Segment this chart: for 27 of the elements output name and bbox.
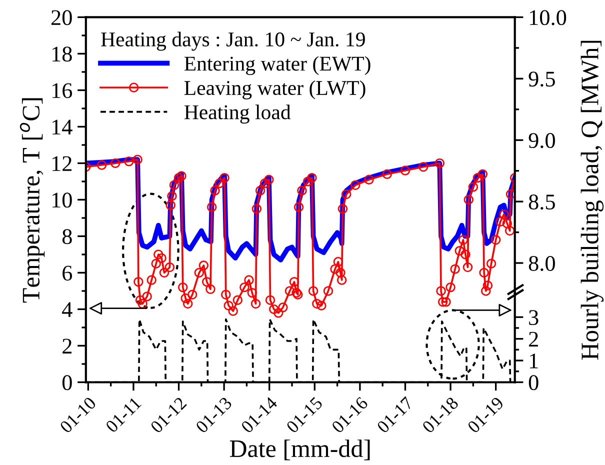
legend-title: Heating days : Jan. 10 ~ Jan. 19 xyxy=(101,32,365,51)
y2-axis-title: Hourly building load, Q [MWh] xyxy=(580,40,604,360)
y3-tick-label: 8.0 xyxy=(528,256,555,272)
y-tick-label: 18 xyxy=(52,46,72,62)
y-tick-label: 2 xyxy=(62,338,72,354)
y-tick-label: 20 xyxy=(51,10,72,26)
y3-tick-label: 10.0 xyxy=(530,10,566,26)
x-axis-title: Date [mm-dd] xyxy=(230,440,370,460)
y-tick-label: 4 xyxy=(62,302,72,317)
legend-label: Leaving water (LWT) xyxy=(184,80,366,100)
y-tick-label: 12 xyxy=(52,156,72,171)
legend-label: Heating load xyxy=(184,104,291,124)
y3-tick-label: 9.0 xyxy=(528,133,555,148)
y2-tick-label: 1 xyxy=(530,354,538,368)
y-axis-title: Temperature, T [$^{o}$C] xyxy=(20,98,45,303)
y-tick-label: 10 xyxy=(52,192,72,208)
legend-label: Entering water (EWT) xyxy=(184,56,370,76)
y2-tick-label: 3 xyxy=(529,310,538,326)
y3-tick-label: 9.5 xyxy=(528,72,555,87)
y-tick-label: 16 xyxy=(52,83,72,98)
y-tick-label: 0 xyxy=(62,375,72,390)
y-tick-label: 14 xyxy=(52,120,72,134)
y3-tick-label: 8.5 xyxy=(528,194,555,210)
y2-tick-label: 2 xyxy=(529,332,538,347)
y-tick-label: 8 xyxy=(62,229,72,244)
y2-tick-label: 0 xyxy=(528,375,538,390)
y-tick-label: 6 xyxy=(62,266,72,281)
